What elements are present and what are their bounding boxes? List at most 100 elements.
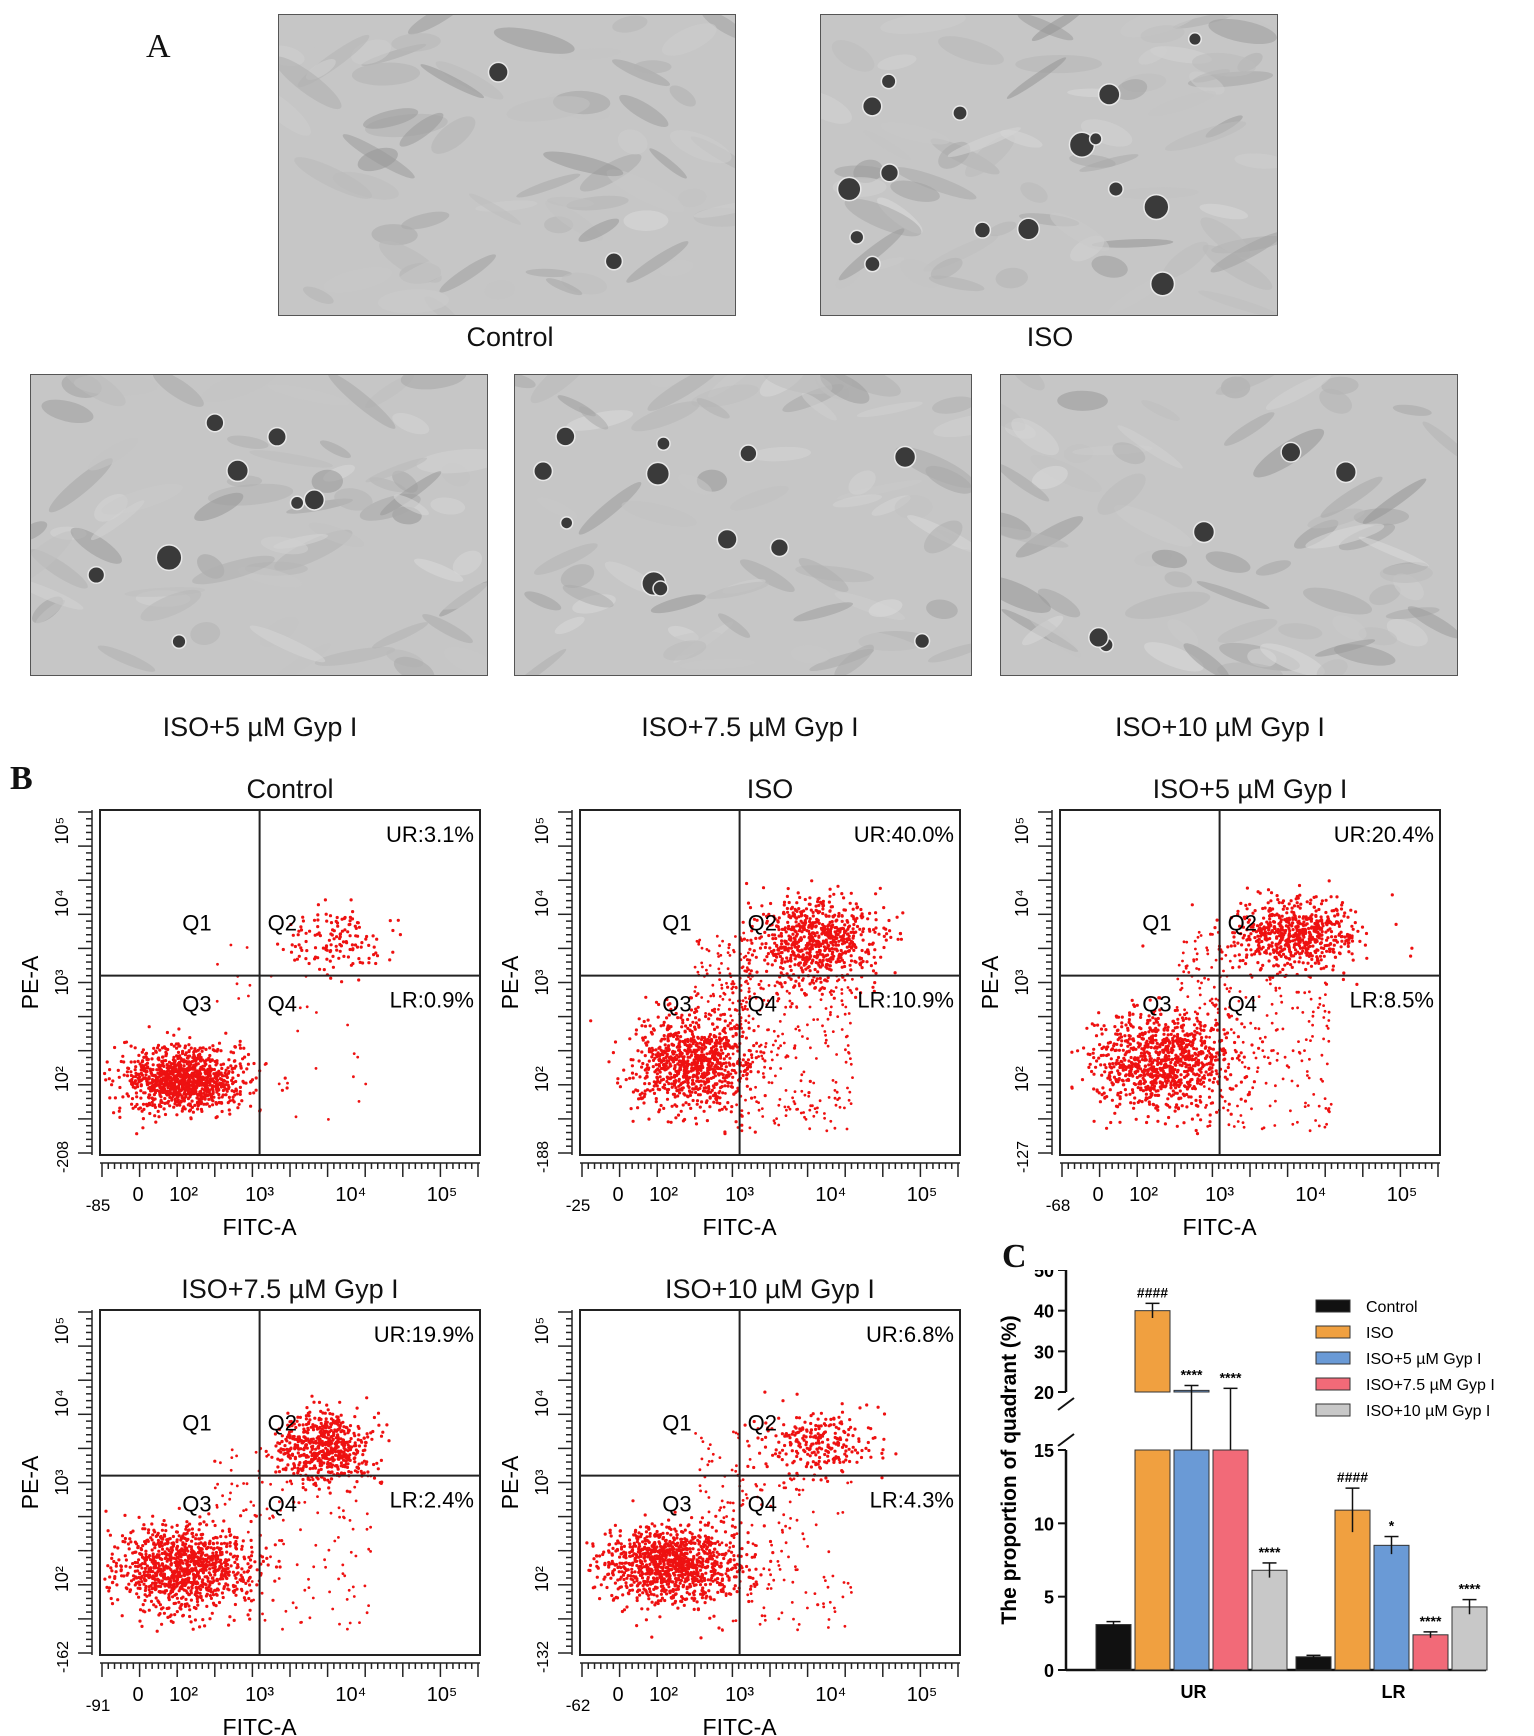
cell-texture [365,457,428,483]
cell-texture [1259,643,1325,675]
cell-texture [1234,153,1277,169]
cell-texture [696,398,730,419]
legend-label: ISO [1366,1325,1394,1342]
cell-texture [1332,615,1367,641]
y-tick-label: 15 [1034,1441,1054,1461]
cell-texture [1144,642,1204,672]
lr-percentage: LR:4.3% [870,1488,954,1513]
cell-texture [484,280,516,300]
panel-label-a: A [146,28,171,65]
x-tick-label: 10⁵ [427,1684,458,1706]
apoptotic-cell [652,580,669,597]
cell-texture [524,591,562,611]
x-tick-label: 10³ [1205,1184,1234,1206]
flow-plot-frame [1059,809,1441,1156]
apoptotic-cell [952,105,968,121]
cell-texture [1120,15,1199,38]
x-tick-label: 10⁵ [427,1184,458,1206]
cell-texture [1114,187,1199,200]
cell-texture [515,375,536,389]
cell-texture [649,148,687,179]
y-tick-label: 30 [1034,1342,1054,1362]
y-tick-label: 10² [1012,1066,1032,1092]
x-tick-label: 10² [649,1184,678,1206]
apoptotic-cell [155,544,183,572]
flow-dots [103,898,402,1136]
y-tick-label: 10² [52,1566,72,1592]
y-axis-label: PE-A [497,1455,523,1509]
x-tick-label: 0 [612,1184,623,1206]
cell-texture [1422,421,1457,463]
cell-texture [1115,79,1148,101]
apoptotic-cell [1088,131,1103,146]
flow-plot-frame [579,809,961,1156]
quadrant-label-q2: Q2 [268,1411,297,1436]
micrograph-iso [820,14,1278,316]
x-tick-label: 10⁴ [1295,1184,1326,1206]
cell-texture [380,471,442,516]
cell-texture [1320,476,1383,518]
cell-texture [311,469,344,493]
cell-texture [407,15,465,35]
cell-texture [729,485,789,511]
cell-texture [1307,508,1365,529]
x-tick-label: 0 [132,1184,143,1206]
cell-texture [626,241,689,283]
cell-texture [844,198,922,237]
cell-texture [1192,52,1256,77]
axis-break-mark [1057,1397,1075,1411]
quadrant-label-q4: Q4 [268,992,297,1017]
cell-texture [856,401,923,418]
apoptotic-cell [87,565,106,585]
cell-texture [392,254,461,291]
cell-texture [1224,412,1275,446]
cell-texture [677,474,712,495]
y-tick-label: 10³ [532,1469,552,1495]
apoptotic-cell [864,255,881,273]
x-tick-label: 10² [169,1184,198,1206]
y-tick-label: 10⁴ [532,889,552,917]
x-tick-label: 10⁵ [907,1184,938,1206]
y-tick-label: 50 [1034,1270,1054,1281]
apoptotic-cell [1088,626,1110,648]
cell-texture [48,458,113,513]
cell-texture [543,151,624,177]
quadrant-label-q4: Q4 [268,1492,297,1517]
lr-percentage: LR:8.5% [1350,988,1434,1013]
cell-texture [617,129,648,155]
cell-texture [430,497,466,515]
cell-texture [1031,465,1068,490]
bar [1295,1656,1332,1671]
cell-texture [1151,549,1188,569]
y-tick-label: 10³ [1012,969,1032,995]
cell-texture [1198,290,1277,315]
cell-texture [693,200,735,218]
cell-texture [152,375,204,407]
cell-texture [850,630,935,663]
cell-texture [1001,463,1050,502]
cell-texture [399,112,444,147]
y-axis-label: PE-A [497,955,523,1009]
x-tick-label: 10⁵ [907,1684,938,1706]
significance-mark: **** [1459,1581,1481,1597]
legend-label: ISO+7.5 µM Gyp I [1366,1377,1495,1394]
cell-texture [393,656,435,675]
cell-texture [1278,623,1323,640]
x-min-label: -85 [86,1196,111,1215]
cell-texture [619,94,669,127]
y-axis-ticks [78,1311,92,1654]
cell-texture [838,228,905,281]
cell-texture [1338,523,1396,551]
cell-texture [431,116,476,154]
significance-mark: **** [1420,1613,1442,1629]
cell-texture [1147,90,1216,117]
cell-texture [192,555,275,585]
apoptotic-cell [226,459,250,483]
cell-texture [933,413,971,438]
significance-mark: #### [1137,1284,1168,1300]
apoptotic-cell [1280,441,1302,463]
y-min-label: -208 [55,1141,72,1173]
legend-label: ISO+5 µM Gyp I [1366,1351,1481,1368]
cell-texture [877,54,917,71]
cell-texture [70,527,122,564]
